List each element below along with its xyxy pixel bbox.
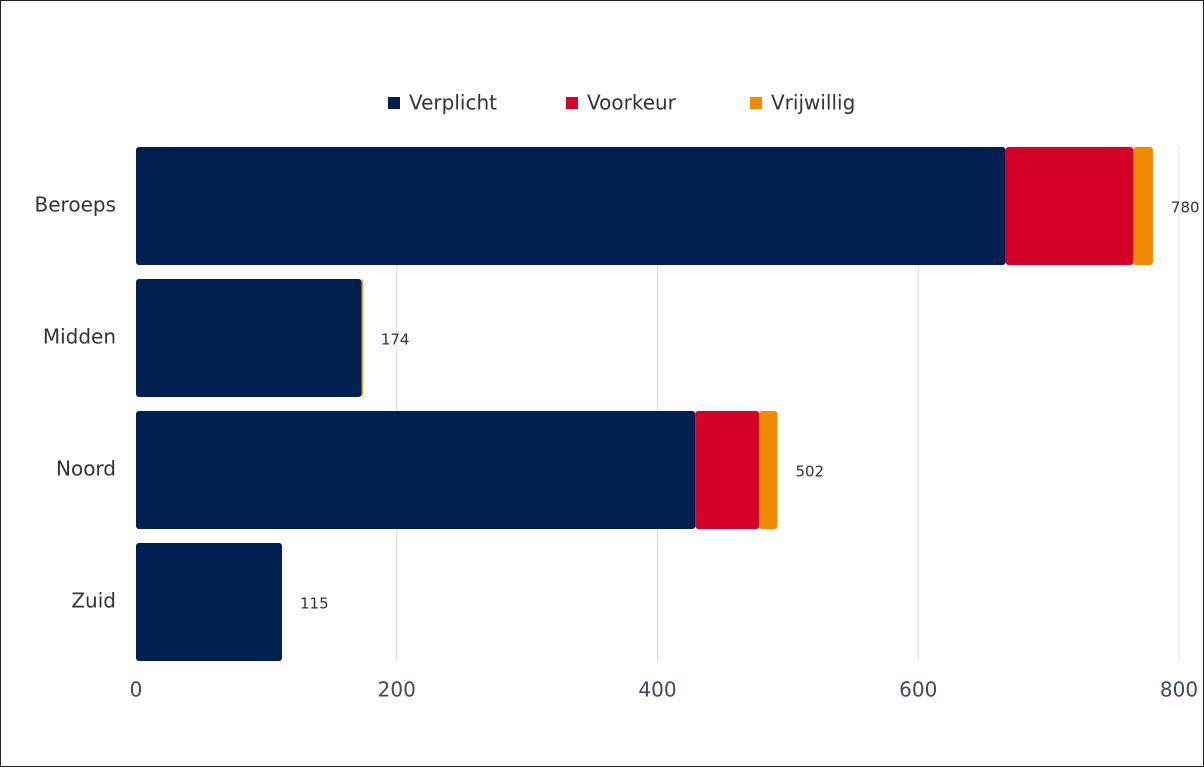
bar-segment: [1133, 147, 1153, 265]
bar-segment: [136, 543, 283, 661]
total-label: 174: [381, 331, 410, 349]
bar-segment: [759, 411, 778, 529]
legend-label: Verplicht: [409, 91, 497, 115]
bar-segment: [695, 411, 760, 529]
bar-segment: [136, 411, 696, 529]
bar-segment: [1005, 147, 1134, 265]
x-tick-label: 0: [130, 678, 143, 702]
bar-segment: [136, 279, 362, 397]
y-tick-label: Zuid: [71, 589, 116, 613]
x-tick-label: 400: [638, 678, 676, 702]
y-tick-label: Midden: [43, 325, 116, 349]
x-tick-label: 800: [1160, 678, 1198, 702]
total-label: 502: [795, 463, 824, 481]
bar-segment: [136, 147, 1006, 265]
legend-swatch: [388, 97, 400, 109]
y-tick-label: Beroeps: [35, 193, 116, 217]
total-label: 780: [1171, 199, 1200, 217]
x-tick-label: 200: [378, 678, 416, 702]
total-label: 115: [300, 595, 329, 613]
bar-segment: [361, 279, 363, 397]
y-tick-label: Noord: [56, 457, 116, 481]
legend-label: Voorkeur: [587, 91, 677, 115]
legend-swatch: [750, 97, 762, 109]
x-tick-label: 600: [899, 678, 937, 702]
legend-swatch: [566, 97, 578, 109]
legend-label: Vrijwillig: [771, 91, 855, 115]
